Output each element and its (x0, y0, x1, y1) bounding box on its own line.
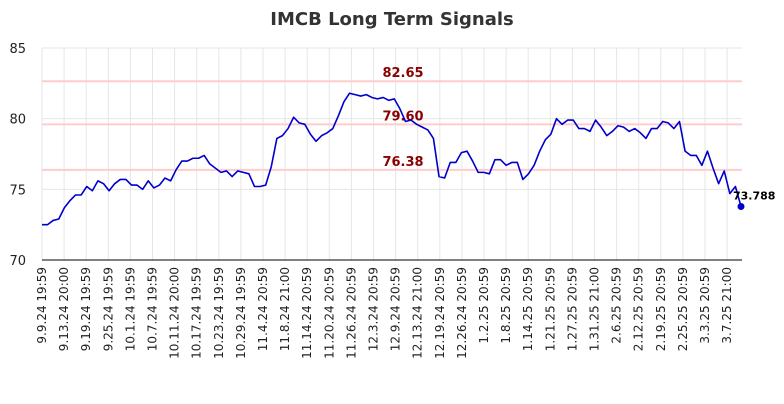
x-tick-label: 1.31.25 21:00 (588, 267, 602, 351)
x-tick-label: 9.25.24 19:59 (101, 267, 115, 351)
x-tick-label: 10.23.24 19:59 (212, 267, 226, 359)
last-value-label: 73.788 (733, 189, 775, 202)
x-tick-label: 11.20.24 20:59 (322, 267, 336, 359)
chart-title: IMCB Long Term Signals (270, 9, 513, 30)
x-tick-label: 1.2.25 20:59 (477, 267, 491, 344)
y-tick-label: 75 (9, 183, 26, 198)
x-tick-label: 2.12.25 20:59 (632, 267, 646, 351)
x-tick-label: 12.3.24 20:59 (367, 267, 381, 351)
x-tick-label: 2.25.25 20:59 (676, 267, 690, 351)
x-tick-label: 3.3.25 20:59 (698, 267, 712, 344)
x-tick-label: 3.7.25 21:00 (720, 267, 734, 344)
x-tick-label: 12.9.24 20:59 (389, 267, 403, 351)
x-tick-label: 1.27.25 20:59 (565, 267, 579, 351)
last-point-marker (737, 202, 745, 210)
signal-level-label: 76.38 (382, 155, 423, 170)
x-tick-label: 1.14.25 20:59 (521, 267, 535, 351)
data-labels: 73.788 (733, 189, 775, 202)
y-tick-label: 70 (9, 254, 26, 269)
x-tick-label: 10.17.24 19:59 (190, 267, 204, 359)
grid (41, 47, 742, 261)
x-tick-label: 2.6.25 20:59 (610, 267, 624, 344)
x-tick-label: 12.26.24 20:59 (455, 267, 469, 359)
x-tick-label: 10.1.24 19:59 (123, 267, 137, 351)
x-tick-label: 9.13.24 20:00 (57, 267, 71, 351)
x-tick-label: 1.21.25 20:59 (543, 267, 557, 351)
x-tick-label: 10.11.24 20:00 (168, 267, 182, 359)
x-tick-label: 12.19.24 20:59 (433, 267, 447, 359)
x-tick-label: 1.8.25 20:59 (499, 267, 513, 344)
x-tick-label: 2.19.25 20:59 (654, 267, 668, 351)
y-tick-label: 80 (9, 113, 26, 128)
x-tick-label: 9.19.24 19:59 (79, 267, 93, 351)
x-tick-label: 11.4.24 20:59 (256, 267, 270, 351)
price-line (42, 92, 742, 226)
y-tick-label: 85 (9, 42, 26, 57)
x-tick-label: 11.14.24 20:59 (300, 267, 314, 359)
series (42, 92, 745, 226)
x-tick-label: 11.26.24 20:59 (344, 267, 358, 359)
signal-level-label: 82.65 (382, 66, 423, 81)
x-tick-label: 11.8.24 21:00 (278, 267, 292, 351)
x-tick-label: 9.9.24 19:59 (35, 267, 49, 344)
x-tick-label: 12.13.24 21:00 (411, 267, 425, 359)
x-tick-label: 10.7.24 19:59 (146, 267, 160, 351)
axes: 70 75 80 85 9.9.24 19:59 9.13.24 20:00 9.19.24… (9, 42, 742, 359)
x-tick-label: 10.29.24 19:59 (234, 267, 248, 359)
